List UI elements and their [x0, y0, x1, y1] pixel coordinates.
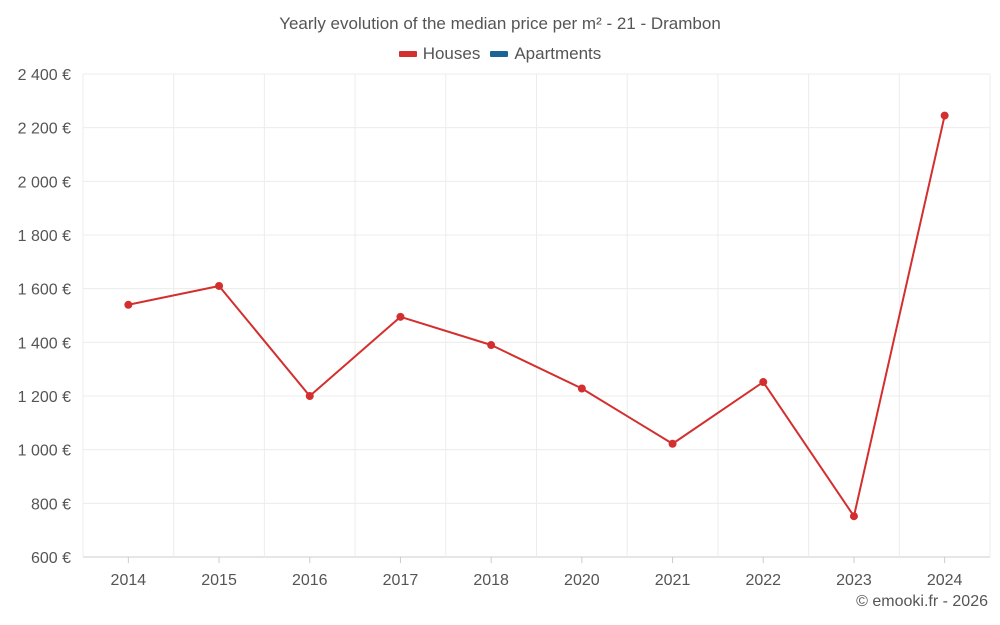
- y-tick-label: 800 €: [31, 496, 71, 513]
- grid: [82, 73, 991, 558]
- data-point-houses-2023[interactable]: [849, 512, 858, 521]
- data-point-houses-2022[interactable]: [759, 378, 768, 387]
- data-point-houses-2024[interactable]: [940, 111, 949, 120]
- legend-item-houses[interactable]: Houses: [398, 44, 481, 64]
- series-houses: [124, 111, 949, 521]
- data-point-houses-2014[interactable]: [124, 300, 133, 309]
- x-tick-label: 2021: [655, 572, 691, 589]
- data-point-houses-2020[interactable]: [577, 384, 586, 393]
- x-tick-label: 2014: [111, 572, 147, 589]
- x-tick-label: 2016: [292, 572, 328, 589]
- y-tick-label: 1 400 €: [18, 335, 71, 352]
- y-tick-label: 2 000 €: [18, 174, 71, 191]
- axes: 600 € 800 € 1 000 € 1 200 € 1 400 € 1 600 € 1 …: [18, 67, 963, 589]
- y-tick-label: 2 400 €: [18, 67, 71, 84]
- x-tick-label: 2015: [201, 572, 237, 589]
- legend-swatch-apartments: [490, 51, 509, 57]
- x-tick-label: 2024: [927, 572, 963, 589]
- y-tick-label: 2 200 €: [18, 121, 71, 138]
- x-tick-label: 2018: [473, 572, 509, 589]
- y-tick-label: 1 000 €: [18, 443, 71, 460]
- legend-item-apartments[interactable]: Apartments: [490, 44, 601, 64]
- x-tick-label: 2020: [564, 572, 600, 589]
- data-point-houses-2017[interactable]: [396, 312, 405, 321]
- data-point-houses-2016[interactable]: [305, 392, 314, 400]
- legend-label-apartments: Apartments: [514, 44, 602, 63]
- series-line-houses: [128, 115, 946, 518]
- data-point-houses-2015[interactable]: [215, 281, 224, 290]
- y-tick-label: 1 800 €: [18, 228, 71, 245]
- legend-label-houses: Houses: [422, 44, 481, 63]
- credit-text: © emooki.fr - 2026: [856, 593, 988, 610]
- chart-legend: Houses Apartments: [0, 44, 1000, 64]
- x-tick-label: 2022: [745, 572, 781, 589]
- y-tick-label: 600 €: [31, 550, 71, 567]
- x-tick-label: 2023: [836, 572, 872, 589]
- y-tick-label: 1 600 €: [18, 282, 71, 299]
- legend-swatch-houses: [398, 51, 417, 57]
- data-point-houses-2018[interactable]: [487, 341, 496, 350]
- data-point-houses-2021[interactable]: [668, 439, 677, 448]
- y-tick-label: 1 200 €: [18, 389, 71, 406]
- x-tick-label: 2017: [383, 572, 419, 589]
- chart-title: Yearly evolution of the median price per…: [279, 14, 721, 33]
